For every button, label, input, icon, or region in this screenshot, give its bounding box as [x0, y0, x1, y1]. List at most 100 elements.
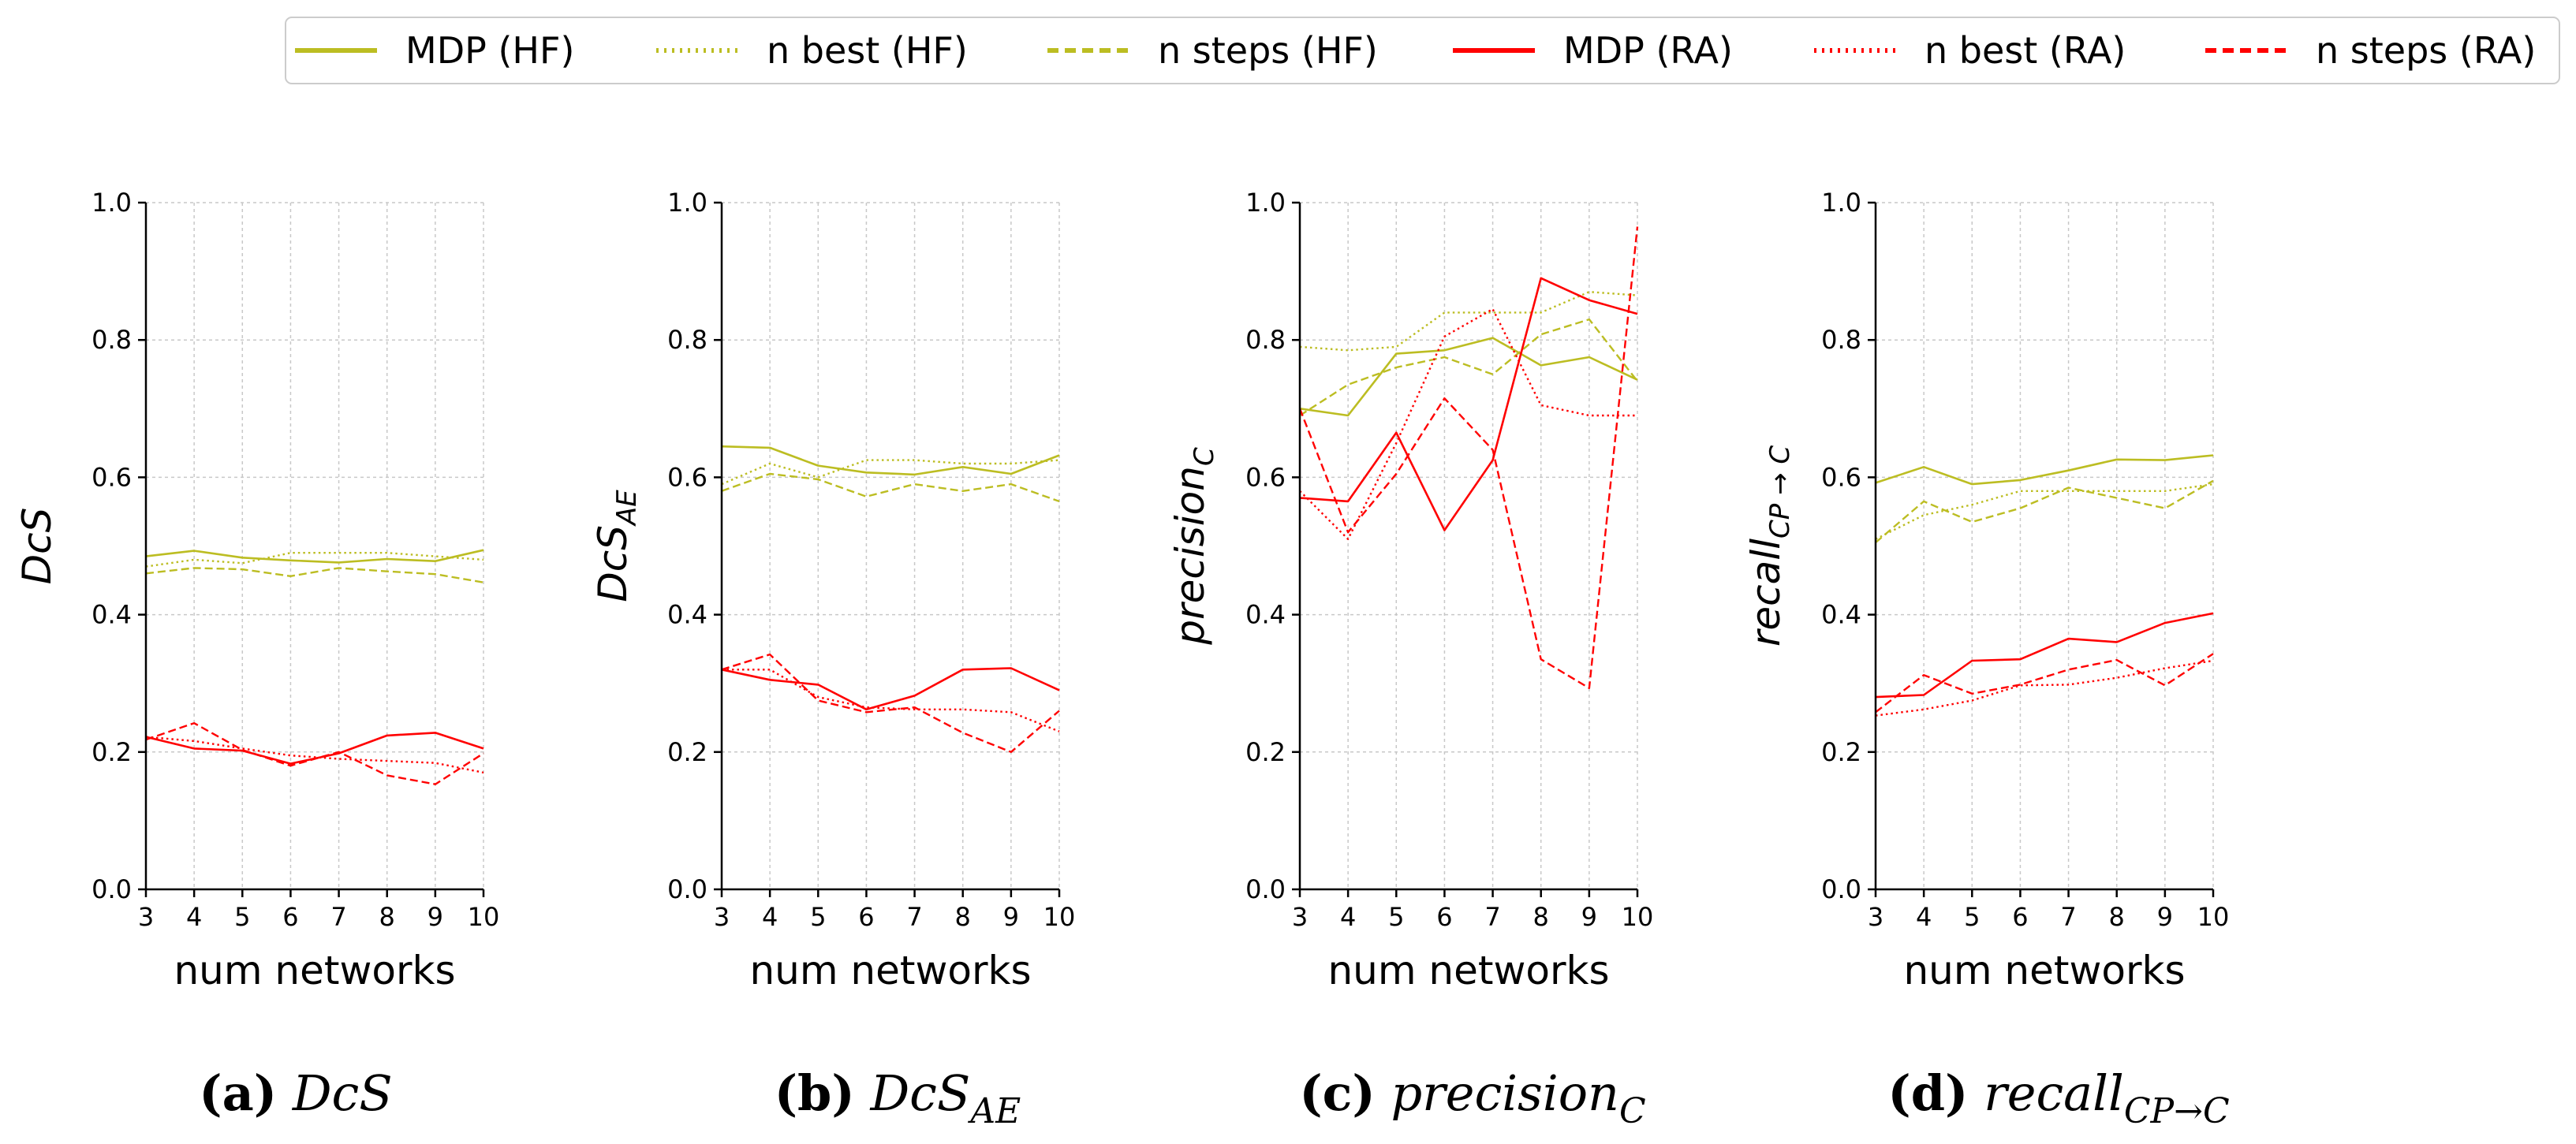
- x-tick-label: 5: [810, 902, 826, 932]
- y-tick-label: 0.8: [667, 325, 707, 355]
- y-tick-label: 0.6: [1821, 462, 1861, 492]
- caption-sub: CP→C: [2124, 1091, 2230, 1131]
- y-tick-label: 0.8: [1821, 325, 1861, 355]
- series-line-n-best-hf: [1875, 483, 2214, 540]
- y-axis-label: DcSAE: [590, 490, 643, 602]
- y-tick-label: 0.4: [667, 600, 707, 630]
- x-axis-label: num networks: [749, 948, 1031, 993]
- y-axis-label: DcS: [14, 508, 60, 585]
- panels: 3 4 5 6 7 8 9 10 0.0 0.2 0.4 0.6 0.8 1.0 num networks D…: [14, 188, 2230, 1131]
- x-tick-label: 6: [1436, 902, 1452, 932]
- series-line-mdp-hf: [1875, 454, 2214, 486]
- series-line-mdp-hf: [721, 445, 1060, 476]
- y-tick-label: 0.4: [91, 600, 132, 630]
- x-tick-label: 10: [1043, 902, 1076, 932]
- y-tick-label: 0.6: [91, 462, 132, 492]
- series-line-mdp-ra: [1875, 612, 2214, 699]
- y-axis-label-base: precision: [1167, 466, 1213, 646]
- caption-space: [1968, 1064, 1984, 1122]
- series-line-n-best-ra: [1875, 659, 2214, 717]
- caption-space: [1376, 1064, 1391, 1122]
- y-tick-label: 0.0: [91, 874, 132, 904]
- y-tick-label: 0.2: [91, 737, 132, 767]
- legend-label-n-steps-ra: n steps (RA): [2316, 29, 2536, 72]
- caption-base: DcS: [869, 1064, 970, 1122]
- panel-caption: (a) DcS: [199, 1064, 392, 1122]
- caption-space: [277, 1064, 293, 1122]
- legend-label-mdp-hf: MDP (HF): [405, 29, 574, 72]
- x-tick-label: 5: [1388, 902, 1404, 932]
- legend: MDP (HF) n best (HF) n steps (HF) MDP (RA) n…: [285, 17, 2560, 84]
- y-axis-label-base: DcS: [590, 525, 636, 602]
- x-tick-label: 10: [2197, 902, 2230, 932]
- series-line-n-steps-ra: [145, 722, 484, 785]
- series-line-n-best-ra: [722, 669, 1060, 732]
- panel-caption: (b) DcSAE: [775, 1064, 1021, 1131]
- y-tick-label: 1.0: [1245, 188, 1286, 218]
- y-axis-label-base: DcS: [14, 508, 60, 585]
- series-line-n-steps-ra: [1298, 226, 1639, 689]
- y-tick-label: 0.4: [1821, 600, 1861, 630]
- y-axis-label-sub: CP → C: [1764, 445, 1796, 538]
- series-line-n-best-ra: [145, 736, 484, 774]
- y-tick-label: 0.6: [667, 462, 707, 492]
- series-line-n-steps-hf: [1875, 479, 2214, 544]
- y-tick-label: 0.2: [1245, 737, 1286, 767]
- panel-caption: (c) precisionC: [1299, 1064, 1645, 1131]
- x-tick-label: 7: [2060, 902, 2076, 932]
- x-tick-label: 5: [1964, 902, 1980, 932]
- x-tick-label: 8: [955, 902, 971, 932]
- chart-panel-3: 3 4 5 6 7 8 9 10 0.0 0.2 0.4 0.6 0.8 1.0 num networks p…: [1167, 188, 1653, 1131]
- caption-space: [855, 1064, 871, 1122]
- legend-label-n-best-ra: n best (RA): [1925, 29, 2126, 72]
- caption-base: recall: [1984, 1064, 2124, 1122]
- caption-base: precision: [1391, 1064, 1618, 1122]
- x-tick-label: 6: [2012, 902, 2028, 932]
- x-tick-label: 3: [714, 902, 730, 932]
- caption-letter: (a): [199, 1064, 277, 1122]
- y-tick-label: 0.6: [1245, 462, 1286, 492]
- legend-label-mdp-ra: MDP (RA): [1563, 29, 1733, 72]
- x-tick-label: 4: [1340, 902, 1356, 932]
- y-tick-label: 0.8: [1245, 325, 1286, 355]
- x-tick-label: 7: [906, 902, 922, 932]
- x-tick-label: 3: [138, 902, 154, 932]
- x-tick-label: 3: [1868, 902, 1883, 932]
- x-tick-label: 5: [234, 902, 250, 932]
- caption-sub: AE: [967, 1091, 1021, 1131]
- series-line-n-best-hf: [145, 552, 484, 568]
- series-line-mdp-hf: [145, 549, 484, 564]
- y-tick-label: 0.8: [91, 325, 132, 355]
- y-tick-label: 0.0: [667, 874, 707, 904]
- y-axis-label-base: recall: [1743, 538, 1789, 647]
- x-tick-label: 8: [1533, 902, 1549, 932]
- y-axis-label: recallCP → C: [1743, 445, 1796, 647]
- y-axis-label-sub: AE: [611, 490, 643, 527]
- y-tick-label: 0.0: [1821, 874, 1861, 904]
- x-tick-label: 8: [2109, 902, 2125, 932]
- x-tick-label: 7: [330, 902, 346, 932]
- series-line-n-steps-ra: [721, 653, 1060, 753]
- y-tick-label: 1.0: [91, 188, 132, 218]
- series-line-mdp-ra: [721, 667, 1060, 711]
- x-tick-label: 8: [379, 902, 395, 932]
- x-tick-label: 6: [282, 902, 298, 932]
- series-line-n-steps-hf: [1299, 318, 1638, 417]
- series-line-n-best-hf: [721, 459, 1060, 486]
- x-axis-label: num networks: [1327, 948, 1609, 993]
- series-line-n-steps-ra: [1875, 653, 2214, 714]
- x-tick-label: 9: [427, 902, 443, 932]
- y-axis-label: precisionC: [1167, 447, 1220, 646]
- y-tick-label: 0.0: [1245, 874, 1286, 904]
- legend-label-n-best-hf: n best (HF): [767, 29, 968, 72]
- x-axis-label: num networks: [174, 948, 455, 993]
- caption-letter: (c): [1299, 1064, 1375, 1122]
- x-tick-label: 6: [858, 902, 874, 932]
- x-tick-label: 10: [1622, 902, 1654, 932]
- chart-panel-4: 3 4 5 6 7 8 9 10 0.0 0.2 0.4 0.6 0.8 1.0 num networks r…: [1743, 188, 2230, 1131]
- legend-frame: [285, 17, 2560, 84]
- y-tick-label: 1.0: [1821, 188, 1861, 218]
- chart-panel-2: 3 4 5 6 7 8 9 10 0.0 0.2 0.4 0.6 0.8 1.0 num networks D…: [590, 188, 1075, 1131]
- x-tick-label: 10: [468, 902, 500, 932]
